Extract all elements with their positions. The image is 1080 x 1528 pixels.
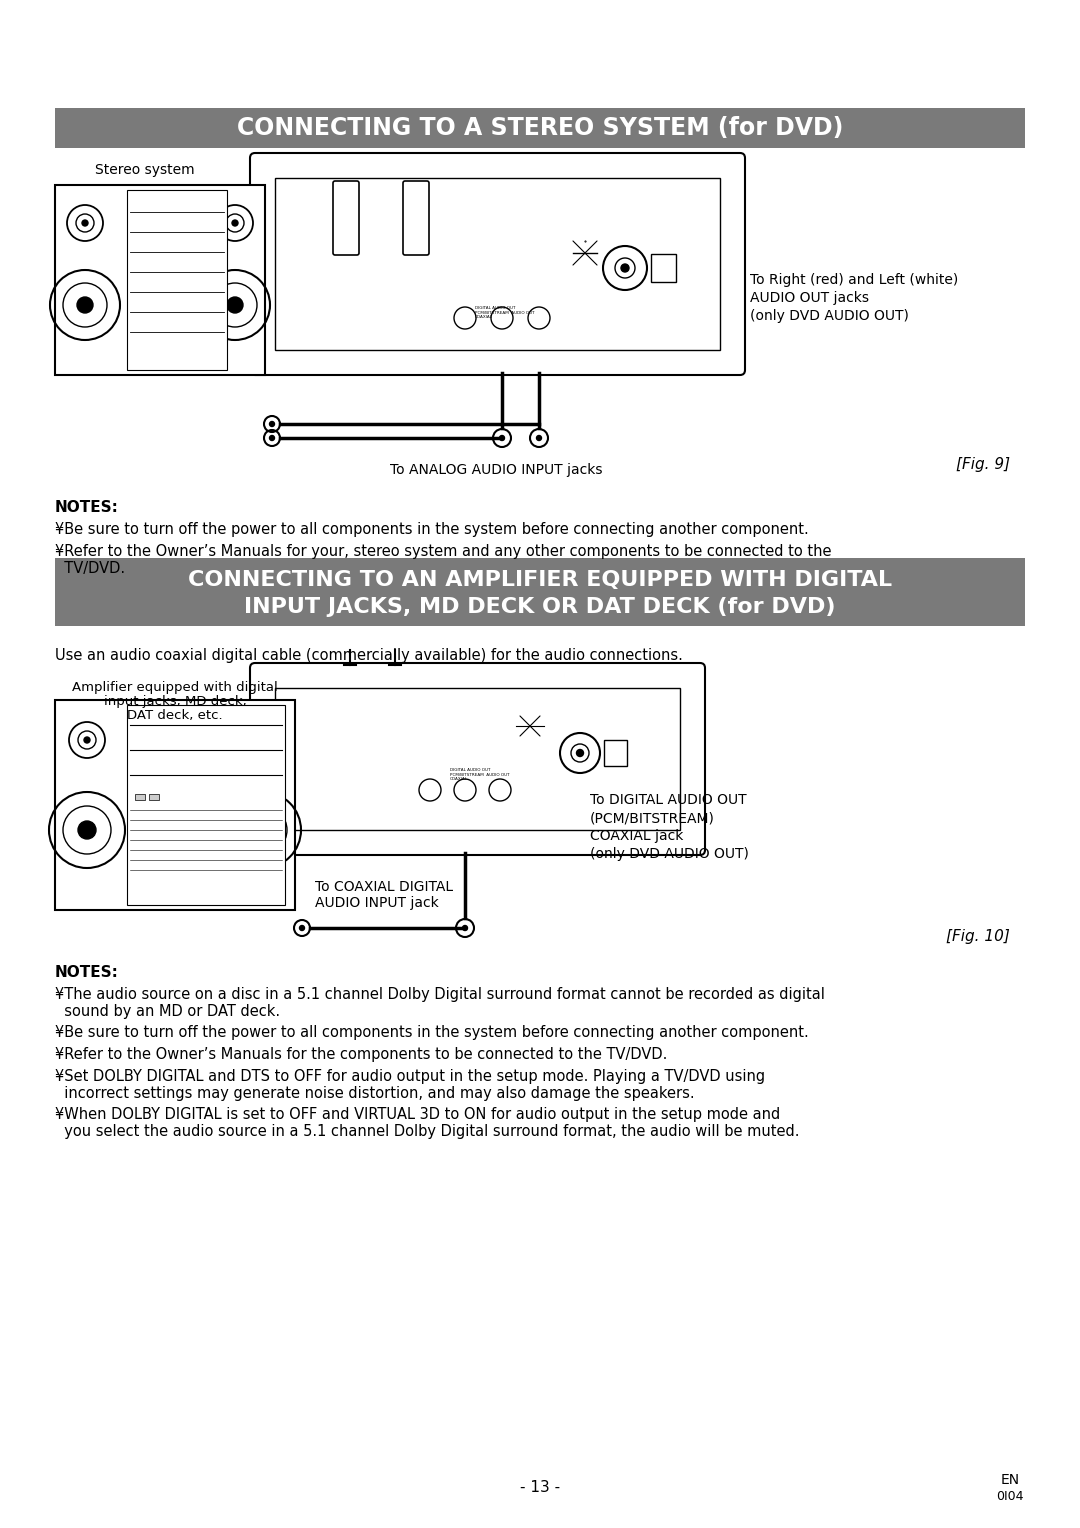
Circle shape: [577, 750, 583, 756]
Bar: [604, 740, 627, 766]
Circle shape: [621, 264, 629, 272]
Bar: [55, 700, 295, 911]
Text: ¥Be sure to turn off the power to all components in the system before connecting: ¥Be sure to turn off the power to all co…: [55, 523, 809, 536]
Text: (only DVD AUDIO OUT): (only DVD AUDIO OUT): [750, 309, 909, 322]
Circle shape: [82, 220, 87, 226]
Text: CONNECTING TO A STEREO SYSTEM (for DVD): CONNECTING TO A STEREO SYSTEM (for DVD): [237, 116, 843, 141]
Circle shape: [260, 736, 266, 743]
Text: DIGITAL AUDIO OUT
PCM/BITSTREAM  AUDIO OUT
COAXIAL: DIGITAL AUDIO OUT PCM/BITSTREAM AUDIO OU…: [450, 769, 510, 781]
Circle shape: [84, 736, 90, 743]
Text: NOTES:: NOTES:: [55, 966, 119, 979]
Circle shape: [270, 435, 274, 440]
Text: INPUT JACKS, MD DECK OR DAT DECK (for DVD): INPUT JACKS, MD DECK OR DAT DECK (for DV…: [244, 597, 836, 617]
Circle shape: [537, 435, 541, 440]
Circle shape: [254, 821, 272, 839]
Bar: [55, 185, 265, 374]
Bar: [127, 704, 285, 905]
Circle shape: [78, 821, 96, 839]
FancyBboxPatch shape: [403, 180, 429, 255]
Text: ¥The audio source on a disc in a 5.1 channel Dolby Digital surround format canno: ¥The audio source on a disc in a 5.1 cha…: [55, 987, 825, 1019]
FancyBboxPatch shape: [249, 663, 705, 856]
FancyBboxPatch shape: [333, 180, 359, 255]
Circle shape: [299, 926, 305, 931]
Text: DIGITAL AUDIO OUT
PCM/BITSTREAM  AUDIO OUT
COAXIAL: DIGITAL AUDIO OUT PCM/BITSTREAM AUDIO OU…: [475, 306, 535, 319]
Text: EN: EN: [1000, 1473, 1020, 1487]
Circle shape: [462, 926, 468, 931]
Text: ¥Refer to the Owner’s Manuals for the components to be connected to the TV/DVD.: ¥Refer to the Owner’s Manuals for the co…: [55, 1047, 667, 1062]
Text: [Fig. 10]: [Fig. 10]: [946, 929, 1010, 944]
Text: Amplifier equipped with digital: Amplifier equipped with digital: [72, 681, 278, 695]
Text: input jacks, MD deck,: input jacks, MD deck,: [104, 695, 246, 709]
Circle shape: [232, 220, 238, 226]
Circle shape: [77, 296, 93, 313]
Text: Use an audio coaxial digital cable (commercially available) for the audio connec: Use an audio coaxial digital cable (comm…: [55, 648, 683, 663]
Text: DAT deck, etc.: DAT deck, etc.: [127, 709, 222, 723]
Text: ¥Be sure to turn off the power to all components in the system before connecting: ¥Be sure to turn off the power to all co…: [55, 1025, 809, 1041]
Bar: [55, 558, 1025, 626]
Circle shape: [499, 435, 504, 440]
Text: To COAXIAL DIGITAL
AUDIO INPUT jack: To COAXIAL DIGITAL AUDIO INPUT jack: [315, 880, 454, 911]
Bar: [55, 108, 1025, 148]
Text: - 13 -: - 13 -: [519, 1481, 561, 1496]
Bar: [149, 795, 159, 801]
Text: To DIGITAL AUDIO OUT: To DIGITAL AUDIO OUT: [590, 793, 746, 807]
Circle shape: [270, 422, 274, 426]
Text: ¥When DOLBY DIGITAL is set to OFF and VIRTUAL 3D to ON for audio output in the s: ¥When DOLBY DIGITAL is set to OFF and VI…: [55, 1106, 799, 1140]
Text: ¥Refer to the Owner’s Manuals for your, stereo system and any other components t: ¥Refer to the Owner’s Manuals for your, …: [55, 544, 832, 576]
Text: AUDIO OUT jacks: AUDIO OUT jacks: [750, 290, 869, 306]
Text: [Fig. 9]: [Fig. 9]: [956, 457, 1010, 472]
Text: (only DVD AUDIO OUT): (only DVD AUDIO OUT): [590, 847, 748, 860]
FancyBboxPatch shape: [275, 688, 680, 830]
Bar: [651, 254, 676, 283]
Text: ¥Set DOLBY DIGITAL and DTS to OFF for audio output in the setup mode. Playing a : ¥Set DOLBY DIGITAL and DTS to OFF for au…: [55, 1070, 765, 1102]
Text: COAXIAL jack: COAXIAL jack: [590, 830, 684, 843]
Circle shape: [227, 296, 243, 313]
Bar: [127, 189, 227, 370]
Text: To Right (red) and Left (white): To Right (red) and Left (white): [750, 274, 958, 287]
Text: 0I04: 0I04: [996, 1490, 1024, 1502]
Text: CONNECTING TO AN AMPLIFIER EQUIPPED WITH DIGITAL: CONNECTING TO AN AMPLIFIER EQUIPPED WITH…: [188, 570, 892, 590]
Text: Stereo system: Stereo system: [95, 163, 194, 177]
FancyBboxPatch shape: [249, 153, 745, 374]
Text: NOTES:: NOTES:: [55, 500, 119, 515]
FancyBboxPatch shape: [275, 177, 720, 350]
Bar: [135, 795, 145, 801]
Text: (PCM/BITSTREAM): (PCM/BITSTREAM): [590, 811, 715, 825]
Text: To ANALOG AUDIO INPUT jacks: To ANALOG AUDIO INPUT jacks: [390, 463, 603, 477]
